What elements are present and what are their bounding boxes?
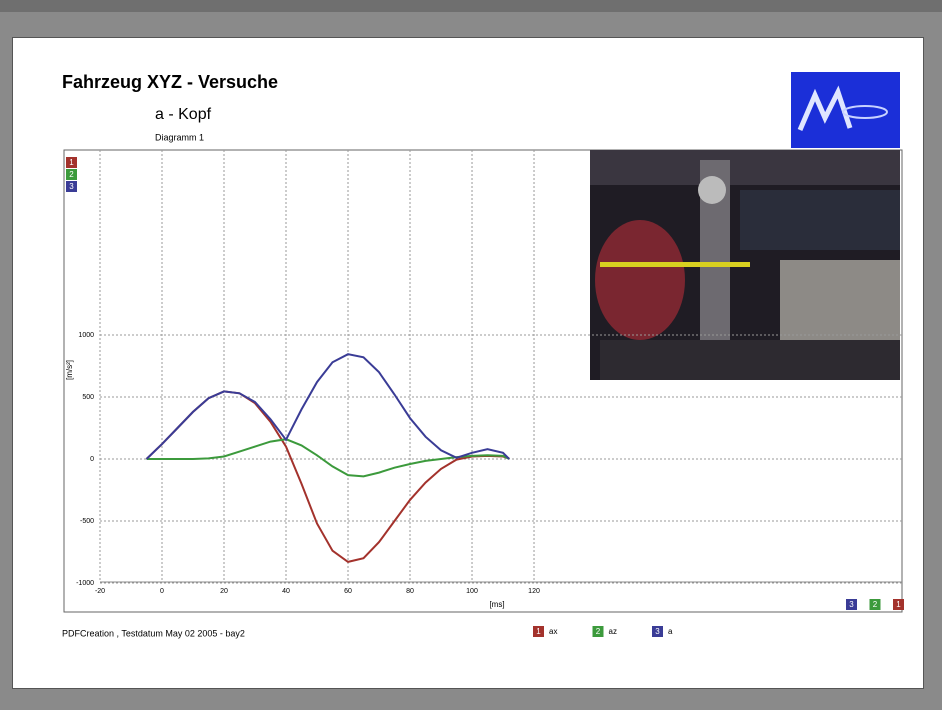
legend-key-number: 1 (536, 627, 541, 636)
y-axis-label: [m/s²] (65, 360, 74, 380)
legend-label: ax (549, 627, 557, 636)
photo (590, 150, 900, 380)
legend-key-top-number: 3 (69, 182, 74, 191)
x-tick-label: 80 (406, 588, 414, 595)
x-axis-label: [ms] (489, 600, 504, 609)
legend-label: a (668, 627, 673, 636)
legend-label: az (609, 627, 617, 636)
legend-key-corner-number: 2 (873, 600, 878, 609)
top-band (0, 0, 942, 12)
x-tick-label: 20 (220, 588, 228, 595)
x-tick-label: -20 (95, 588, 105, 595)
x-tick-label: 0 (160, 588, 164, 595)
y-tick-label: -1000 (76, 580, 94, 587)
logo (791, 72, 900, 148)
screen: {"document": {"title": "Fahrzeug XYZ - V… (0, 0, 942, 710)
doc-subtitle: a - Kopf (155, 106, 212, 123)
series-line (147, 354, 510, 459)
y-tick-label: 1000 (78, 332, 94, 339)
legend-key-corner-number: 1 (896, 600, 901, 609)
legend-key-corner-number: 3 (849, 600, 854, 609)
doc-title: Fahrzeug XYZ - Versuche (62, 72, 278, 92)
x-tick-label: 100 (466, 588, 478, 595)
footer: PDFCreation , Testdatum May 02 2005 - ba… (62, 628, 245, 638)
y-tick-label: -500 (80, 518, 94, 525)
legend-key-top-number: 1 (69, 158, 74, 167)
y-tick-label: 500 (82, 394, 94, 401)
legend-key-number: 2 (596, 627, 601, 636)
legend-key-top-number: 2 (69, 170, 74, 179)
x-tick-label: 60 (344, 588, 352, 595)
series-line (147, 391, 510, 562)
y-tick-label: 0 (90, 456, 94, 463)
diagram-label: Diagramm 1 (155, 132, 204, 142)
document: Fahrzeug XYZ - Versuche a - Kopf Diagram… (0, 0, 942, 710)
x-tick-label: 120 (528, 588, 540, 595)
x-tick-label: 40 (282, 588, 290, 595)
legend-key-number: 3 (655, 627, 660, 636)
